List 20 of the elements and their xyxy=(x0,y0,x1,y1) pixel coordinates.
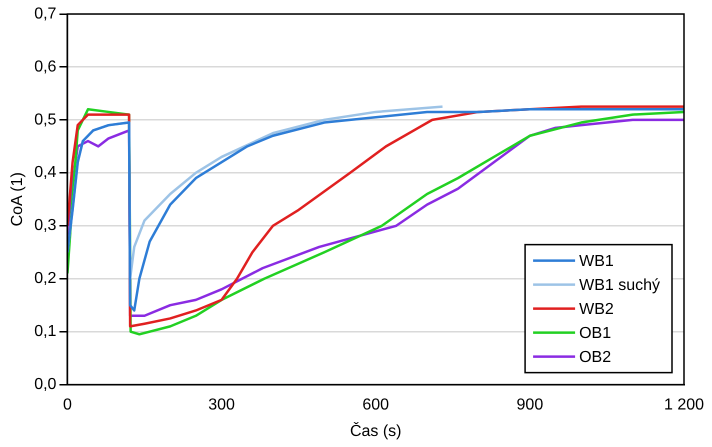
x-axis-title: Čas (s) xyxy=(350,422,402,440)
x-tick-label: 0 xyxy=(62,396,72,414)
y-tick-label: 0,3 xyxy=(34,217,57,234)
x-tick-label: 900 xyxy=(516,396,544,414)
x-tick-label: 1 200 xyxy=(664,396,704,414)
y-tick-label: 0,5 xyxy=(34,111,57,128)
x-tick-label: 600 xyxy=(362,396,390,414)
legend-label: WB1 suchý xyxy=(579,277,660,294)
y-tick-label: 0,0 xyxy=(34,376,57,394)
y-tick-label: 0,1 xyxy=(34,323,57,340)
legend-label: WB2 xyxy=(579,301,614,318)
y-axis-title: CoA (1) xyxy=(9,172,26,226)
x-tick-label: 300 xyxy=(208,396,236,414)
y-tick-label: 0,4 xyxy=(34,164,57,182)
legend-label: OB1 xyxy=(579,325,612,342)
y-tick-label: 0,2 xyxy=(34,270,57,288)
legend-label: WB1 xyxy=(579,253,614,270)
y-tick-label: 0,6 xyxy=(34,58,57,76)
legend-label: OB2 xyxy=(579,349,612,366)
y-tick-label: 0,7 xyxy=(34,5,57,22)
